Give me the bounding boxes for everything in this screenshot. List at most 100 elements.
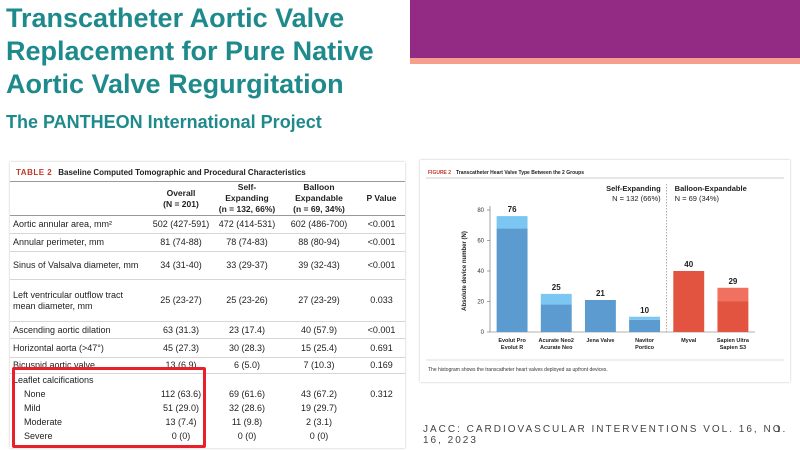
table-cell: 13 (7.4) bbox=[165, 417, 197, 427]
header-text: Balloon Expandable bbox=[295, 182, 343, 203]
title-line: Replacement for Pure Native bbox=[6, 36, 374, 66]
slide-title: Transcatheter Aortic Valve Replacement f… bbox=[6, 2, 374, 101]
group-name: Self-Expanding bbox=[606, 184, 661, 193]
table-cell: <0.001 bbox=[358, 251, 405, 280]
table-cell: 15 (25.4) bbox=[280, 338, 358, 358]
section-row: Leaflet calcifications bbox=[10, 374, 405, 388]
table-cell: 32 (28.6) bbox=[228, 403, 266, 413]
y-tick-label: 80 bbox=[477, 208, 484, 214]
table-row: Severe 0 (0) 0 (0) 0 (0) bbox=[10, 430, 405, 444]
table: Overall (N = 201) Self-Expanding (n = 132, … bbox=[10, 182, 405, 444]
bar-segment bbox=[717, 301, 749, 332]
x-tick-label: Myval bbox=[681, 338, 697, 344]
table-cell: 27 (23-29) bbox=[280, 279, 358, 322]
table-cell: 30 (28.3) bbox=[214, 338, 280, 358]
table-cell: 0.691 bbox=[358, 338, 405, 358]
table-cell: <0.001 bbox=[358, 321, 405, 339]
table-cell: 6 (5.0) bbox=[214, 357, 280, 374]
header-stripe bbox=[410, 58, 800, 64]
table-cell: Left ventricular outflow tract mean diam… bbox=[10, 279, 148, 322]
slide-subtitle: The PANTHEON International Project bbox=[6, 112, 322, 132]
table-row: Horizontal aorta (>47°) 45 (27.3) 30 (28.3… bbox=[10, 338, 405, 358]
figure-title: Transcatheter Heart Valve Type Between t… bbox=[456, 170, 584, 176]
header-text: (n = 69, 34%) bbox=[293, 204, 345, 214]
header-cell: Balloon Expandable (n = 69, 34%) bbox=[280, 182, 358, 216]
table-cell: Ascending aortic dilation bbox=[10, 321, 148, 339]
bar-segment bbox=[673, 271, 705, 332]
header-cell: P Value bbox=[358, 182, 405, 216]
table-caption: TABLE 2 Baseline Computed Tomographic and… bbox=[10, 162, 405, 182]
table-cell: 78 (74-83) bbox=[214, 233, 280, 252]
group-name: Balloon-Expandable bbox=[675, 184, 747, 193]
highlight-box bbox=[12, 367, 206, 448]
header-cell: Overall (N = 201) bbox=[148, 182, 214, 216]
table-cell: 112 (63.6) bbox=[160, 389, 202, 399]
table-cell: 39 (32-43) bbox=[280, 251, 358, 280]
bar-segment bbox=[540, 304, 572, 332]
table-cell: Sinus of Valsalva diameter, mm bbox=[10, 251, 148, 280]
table-row: None 112 (63.6) 69 (61.6) 43 (67.2) 0.312 bbox=[10, 388, 405, 402]
table-cell: Severe bbox=[24, 431, 53, 441]
bar-segment bbox=[584, 299, 616, 332]
table-cell: Horizontal aorta (>47°) bbox=[10, 338, 148, 358]
header-text: (N = 201) bbox=[163, 198, 199, 209]
citation: JACC: CARDIOVASCULAR INTERVENTIONS VOL. … bbox=[423, 424, 788, 446]
bar-segment bbox=[540, 293, 572, 305]
figure-label: FIGURE 2 bbox=[428, 170, 451, 176]
x-tick-label: Acurate Neo2 bbox=[539, 338, 574, 344]
title-line: Transcatheter Aortic Valve bbox=[6, 3, 345, 33]
table-cell: Annular perimeter, mm bbox=[10, 233, 148, 252]
section-label: Leaflet calcifications bbox=[13, 375, 94, 386]
table-row: Aortic annular area, mm² 502 (427-591) 472… bbox=[10, 215, 405, 234]
figure-footnote: The histogram shows the transcatheter he… bbox=[428, 367, 608, 373]
header-cell: Self-Expanding (n = 132, 66%) bbox=[214, 182, 280, 216]
bar-segment bbox=[717, 287, 749, 302]
table-cell: Aortic annular area, mm² bbox=[10, 215, 148, 234]
table-cell: 7 (10.3) bbox=[280, 357, 358, 374]
figure-panel: FIGURE 2 Transcatheter Heart Valve Type B… bbox=[420, 160, 790, 382]
header-row: Overall (N = 201) Self-Expanding (n = 132, … bbox=[10, 182, 405, 216]
x-tick-label: Portico bbox=[635, 345, 655, 351]
x-tick-label: Acurate Neo bbox=[540, 345, 573, 351]
table-cell: 45 (27.3) bbox=[148, 338, 214, 358]
table-cell: 11 (9.8) bbox=[231, 417, 263, 427]
table-cell: 0.312 bbox=[370, 389, 393, 399]
table-cell: 0 (0) bbox=[309, 431, 329, 441]
header-text: (n = 132, 66%) bbox=[218, 204, 276, 214]
table-row: Moderate 13 (7.4) 11 (9.8) 2 (3.1) bbox=[10, 416, 405, 430]
table-cell bbox=[358, 416, 405, 430]
bar-total-label: 25 bbox=[552, 283, 561, 292]
header-cell bbox=[10, 182, 148, 216]
table-row: Left ventricular outflow tract mean diam… bbox=[10, 279, 405, 322]
table-cell bbox=[358, 402, 405, 416]
table-label: TABLE 2 bbox=[16, 168, 53, 177]
table-cell: 0 (0) bbox=[171, 431, 191, 441]
table-cell: None bbox=[24, 389, 46, 399]
y-axis-label: Absolute device number (N) bbox=[462, 231, 468, 311]
table-cell: <0.001 bbox=[358, 233, 405, 252]
table-cell: 602 (486-700) bbox=[280, 215, 358, 234]
y-tick-label: 40 bbox=[477, 269, 484, 275]
table-cell: 51 (29.0) bbox=[162, 403, 200, 413]
title-line: Aortic Valve Regurgitation bbox=[6, 69, 344, 99]
table-cell: 502 (427-591) bbox=[148, 215, 214, 234]
header-text: Self-Expanding bbox=[225, 182, 269, 203]
bar-segment bbox=[496, 228, 528, 332]
table-cell: 40 (57.9) bbox=[280, 321, 358, 339]
table-cell: 25 (23-26) bbox=[214, 279, 280, 322]
group-n: N = 132 (66%) bbox=[612, 194, 661, 203]
table-cell: 0.169 bbox=[358, 357, 405, 374]
table-caption-text: Baseline Computed Tomographic and Proced… bbox=[58, 168, 306, 177]
bar-total-label: 76 bbox=[508, 205, 517, 214]
table-row: Ascending aortic dilation 63 (31.3) 23 (17… bbox=[10, 321, 405, 339]
table-cell: 43 (67.2) bbox=[300, 389, 338, 399]
y-tick-label: 0 bbox=[481, 330, 485, 336]
table-cell: 33 (29-37) bbox=[214, 251, 280, 280]
header-text: P Value bbox=[366, 193, 397, 203]
table-cell: 69 (61.6) bbox=[228, 389, 266, 399]
x-tick-label: Sapien Ultra bbox=[717, 338, 750, 344]
table-cell: 88 (80-94) bbox=[280, 233, 358, 252]
table-cell: 0 (0) bbox=[237, 431, 257, 441]
table-row: Sinus of Valsalva diameter, mm 34 (31-40)… bbox=[10, 251, 405, 280]
